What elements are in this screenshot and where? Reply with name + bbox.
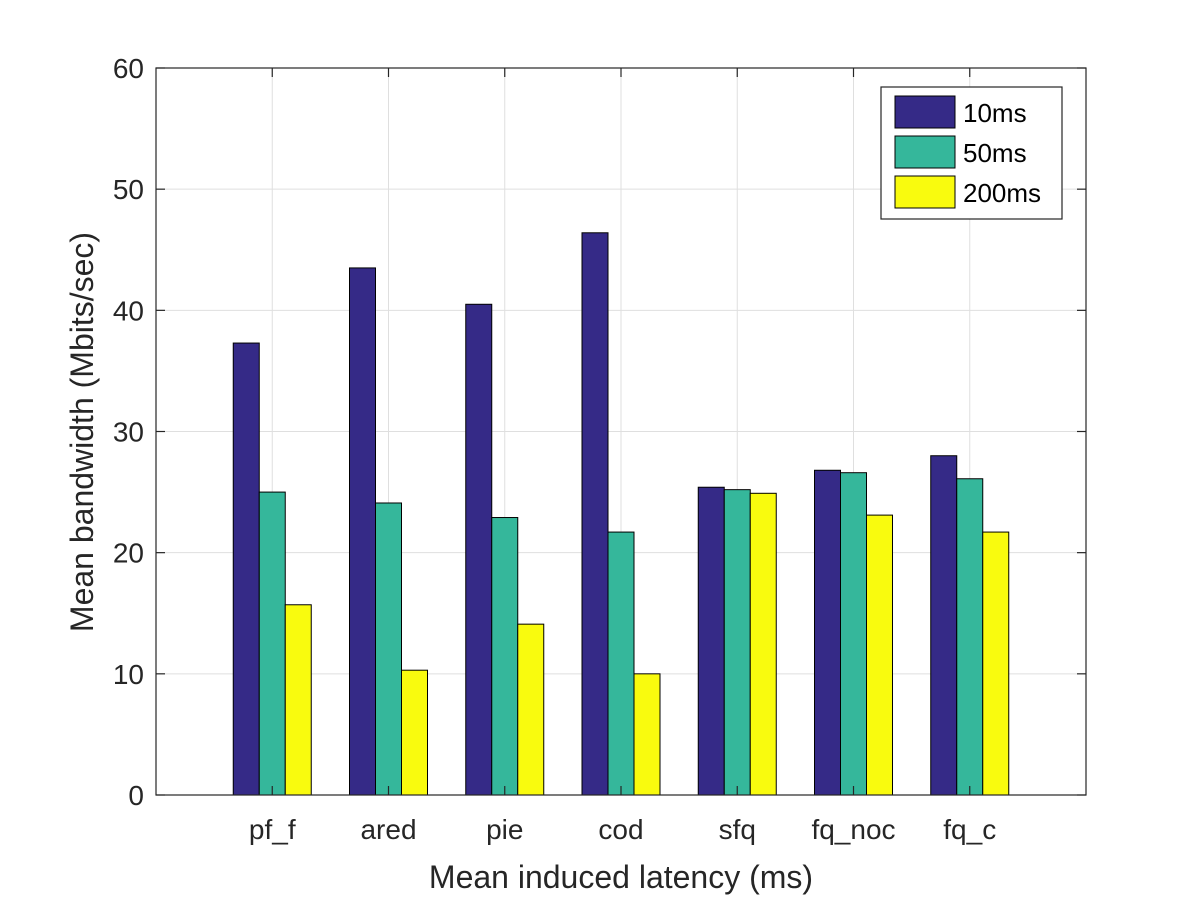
bar-10ms-ared [349, 267, 376, 796]
y-tick-label: 20 [113, 538, 144, 569]
x-tick-label-fq_noc: fq_noc [811, 814, 895, 845]
bar-50ms-pf_f [258, 491, 286, 796]
bar-200ms-pie [517, 623, 545, 796]
bar-200ms-fq_c [982, 531, 1010, 796]
legend-swatch-200ms [894, 175, 956, 209]
y-tick-label: 10 [113, 659, 144, 690]
legend-swatch-10ms [894, 95, 956, 129]
bar-200ms-ared [401, 669, 428, 796]
bar-10ms-cod [581, 232, 609, 796]
legend-label-10ms: 10ms [963, 98, 1027, 128]
x-axis: pf_f ared pie cod sfq fq_noc fq_c [249, 68, 996, 845]
bar-10ms-fq_noc [814, 469, 841, 796]
x-tick-label-fq_c: fq_c [943, 814, 996, 845]
y-tick-label: 50 [113, 174, 144, 205]
bar-10ms-fq_c [930, 455, 958, 796]
legend-label-50ms: 50ms [963, 138, 1027, 168]
x-tick-label-sfq: sfq [719, 814, 756, 845]
y-tick-label: 30 [113, 417, 144, 448]
bar-10ms-pf_f [232, 342, 260, 796]
bar-200ms-cod [633, 673, 661, 796]
bar-50ms-fq_c [956, 478, 984, 796]
bar-50ms-cod [607, 531, 635, 796]
bar-200ms-fq_noc [866, 514, 893, 796]
legend-swatch-50ms [894, 135, 956, 169]
bar-10ms-sfq [697, 486, 725, 796]
x-tick-label-ared: ared [360, 814, 416, 845]
bar-50ms-sfq [723, 489, 751, 796]
x-tick-label-pie: pie [486, 814, 523, 845]
x-axis-label: Mean induced latency (ms) [429, 859, 813, 895]
bar-50ms-pie [491, 517, 519, 796]
y-tick-label: 0 [128, 780, 144, 811]
bar-50ms-ared [375, 502, 402, 796]
bars [232, 232, 1010, 796]
bar-200ms-sfq [749, 492, 777, 796]
y-tick-label: 40 [113, 295, 144, 326]
y-tick-label: 60 [113, 53, 144, 84]
legend: 10ms 50ms 200ms [880, 86, 1063, 220]
x-tick-label-pf_f: pf_f [249, 814, 296, 845]
legend-label-200ms: 200ms [963, 178, 1041, 208]
bar-200ms-pf_f [284, 604, 312, 796]
bar-10ms-pie [465, 303, 493, 796]
x-tick-label-cod: cod [598, 814, 643, 845]
bar-50ms-fq_noc [840, 472, 867, 796]
y-axis-label: Mean bandwidth (Mbits/sec) [64, 232, 100, 632]
y-axis: 0 10 20 30 40 50 60 [113, 53, 1086, 811]
